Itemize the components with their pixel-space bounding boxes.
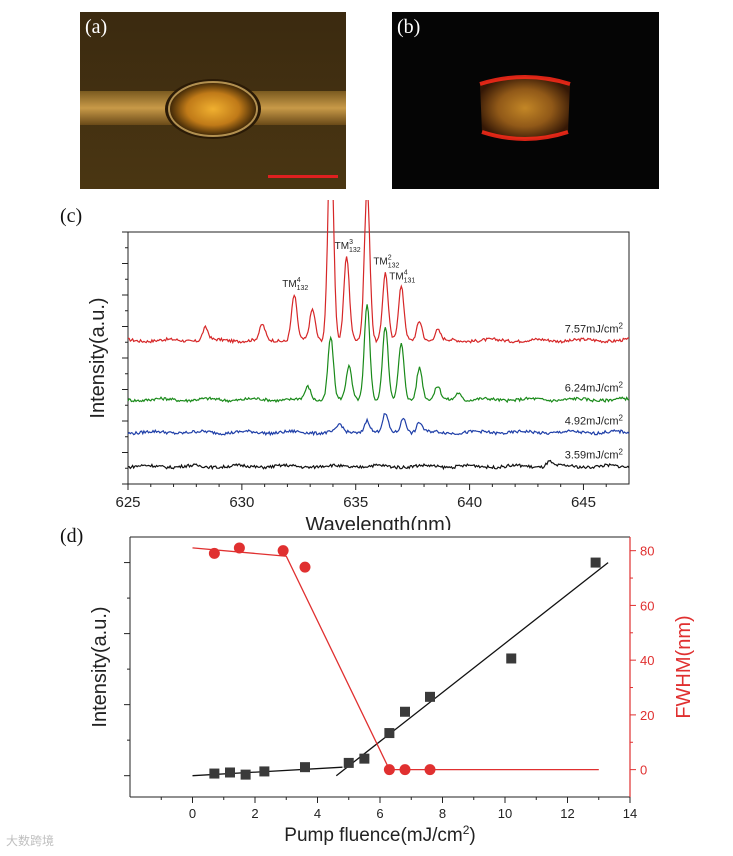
mode-sub: 132 (388, 262, 400, 269)
fwhm-fit (192, 547, 599, 771)
y-right-tick-label: 80 (640, 544, 654, 559)
panel-b-photo (392, 12, 659, 189)
series-line-6.24 (127, 304, 630, 404)
x-tick-label: 645 (571, 494, 596, 511)
y-right-tick-label: 0 (640, 763, 647, 778)
y-axis-label: Intensity(a.u.) (87, 297, 109, 418)
panel-b-label: (b) (397, 16, 421, 38)
x-tick-label: 635 (343, 494, 368, 511)
series-line-3.59 (127, 459, 630, 471)
x-tick-label: 640 (457, 494, 482, 511)
y-right-tick-label: 20 (640, 708, 654, 723)
series-label: 4.92mJ/cm2 (565, 413, 624, 427)
y-right-axis-label: FWHM(nm) (673, 615, 695, 718)
fwhm-point (277, 545, 289, 557)
intensity-point (209, 768, 220, 779)
scale-bar (268, 175, 338, 178)
x-axis-label-end: ) (469, 825, 475, 846)
panel-a-photo (80, 12, 346, 189)
mode-annotation: TM3 132 (335, 239, 361, 254)
intensity-point (590, 557, 601, 568)
mode-annotation: TM4 131 (389, 269, 415, 284)
x-axis-label: Pump fluence(mJ/cm2) (284, 823, 475, 846)
x-tick-label: 630 (229, 494, 254, 511)
mode-sup: 4 (404, 269, 408, 276)
mode-sup: 3 (349, 239, 353, 246)
y-right-tick-label: 40 (640, 653, 654, 668)
x-tick-label: 10 (498, 806, 512, 821)
x-axis-label: Wavelength(nm) (306, 514, 452, 530)
series-label-sup: 2 (619, 413, 624, 422)
intensity-point (225, 767, 235, 778)
fwhm-point (424, 764, 436, 776)
y-left-axis-label: Intensity(a.u.) (89, 606, 111, 727)
watermark: 大数跨境 (6, 834, 55, 848)
mode-label: TM3 132 (335, 239, 361, 254)
x-tick-label: 14 (623, 806, 637, 821)
mode-sub: 132 (297, 285, 309, 292)
x-tick-label: 12 (560, 806, 574, 821)
mode-sub: 132 (349, 247, 361, 254)
mode-sup: 4 (297, 277, 301, 284)
fluence-chart: 0 2 4 6 8 10 12 14 0 20 40 60 80 Pump fluence(mJ/cm2)… (89, 536, 695, 846)
x-tick-label: 4 (314, 806, 321, 821)
series-line-4.92 (127, 413, 630, 437)
intensity-point (300, 762, 310, 773)
series-line-7.57 (128, 200, 629, 345)
mode-label: TM4 131 (389, 269, 415, 284)
series-label-sup: 2 (619, 447, 624, 456)
intensity-point (259, 766, 270, 777)
intensity-point (425, 691, 435, 702)
plot-frame (127, 231, 630, 485)
panel-c-label: (c) (60, 205, 83, 227)
mode-annotation: TM2 132 (373, 254, 399, 269)
panel-a-label: (a) (85, 16, 108, 38)
series-label: 7.57mJ/cm2 (565, 321, 624, 335)
fwhm-point (299, 561, 311, 573)
mode-sup: 2 (388, 254, 392, 261)
x-tick-label: 0 (189, 806, 196, 821)
intensity-point (506, 653, 517, 664)
x-tick-label: 625 (115, 494, 140, 511)
x-tick-label: 6 (376, 806, 383, 821)
series-label: 3.59mJ/cm2 (565, 447, 624, 461)
intensity-point (240, 769, 251, 780)
series-label-sup: 2 (619, 381, 624, 390)
panel-b-image: (b) (392, 12, 659, 189)
series-label: 6.24mJ/cm2 (565, 381, 624, 395)
intensity-point (384, 728, 395, 739)
fwhm-point (399, 764, 411, 776)
mode-label: TM4 132 (282, 277, 308, 292)
panel-a-image: (a) (80, 12, 346, 189)
mode-sub: 131 (404, 277, 416, 284)
x-tick-label: 2 (251, 806, 258, 821)
fwhm-point (383, 764, 395, 776)
panel-d-label: (d) (60, 525, 84, 547)
fwhm-point (233, 542, 245, 554)
mode-label: TM2 132 (373, 254, 399, 269)
spectra-chart: 625 630 635 640 645 Wavelength(nm) Intensity(a… (87, 200, 630, 530)
intensity-point (343, 757, 354, 768)
x-axis-label-sup: 2 (463, 823, 470, 837)
intensity-point (400, 706, 410, 717)
fwhm-point (208, 547, 220, 559)
y-right-tick-label: 60 (640, 598, 654, 613)
x-tick-label: 8 (439, 806, 446, 821)
intensity-fit-high (335, 562, 609, 777)
series-label-sup: 2 (619, 321, 624, 330)
intensity-point (359, 753, 370, 764)
mode-annotation: TM4 132 (282, 277, 308, 292)
